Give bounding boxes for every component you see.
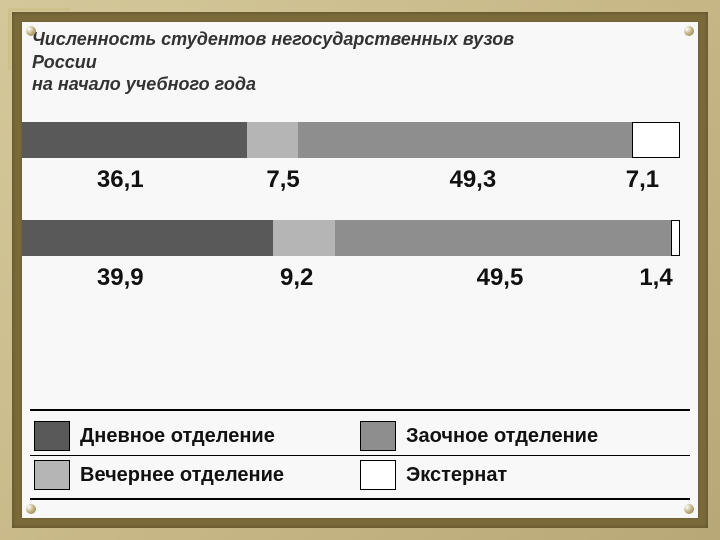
bar-segment-distance [298, 122, 632, 158]
bar-labels-row: 36,1 7,5 49,3 7,1 [22, 166, 680, 206]
legend-swatch [360, 460, 396, 490]
legend: Дневное отделение Заочное отделение Вечерн… [30, 409, 690, 500]
bar-value-label: 7,5 [266, 166, 299, 194]
bar-segment-evening [247, 122, 298, 158]
legend-item-day: Дневное отделение [34, 421, 360, 451]
legend-swatch [34, 460, 70, 490]
title-line-3: на начало учебного года [32, 74, 256, 94]
bar-value-label: 7,1 [626, 166, 659, 194]
corner-decoration [8, 8, 71, 71]
bar-segment-external [671, 220, 680, 256]
legend-item-external: Экстернат [360, 460, 686, 490]
pin-icon [684, 26, 694, 36]
legend-row: Вечернее отделение Экстернат [30, 455, 690, 494]
legend-label: Вечернее отделение [80, 464, 284, 487]
bar-labels-row: 39,9 9,2 49,5 1,4 [22, 264, 680, 304]
legend-label: Заочное отделение [406, 425, 598, 448]
bar-value-label: 36,1 [97, 166, 144, 194]
chart-area: 36,1 7,5 49,3 7,1 39,9 9,2 49,5 1,4 [22, 122, 680, 352]
legend-swatch [34, 421, 70, 451]
legend-swatch [360, 421, 396, 451]
legend-label: Дневное отделение [80, 425, 275, 448]
pin-icon [684, 504, 694, 514]
legend-item-evening: Вечернее отделение [34, 460, 360, 490]
bar-value-label: 9,2 [280, 264, 313, 292]
title-line-1: Численность студентов негосударственных … [32, 29, 514, 49]
bar-segment-day [22, 122, 247, 158]
bar-value-label: 1,4 [639, 264, 672, 292]
pin-icon [26, 26, 36, 36]
legend-item-distance: Заочное отделение [360, 421, 686, 451]
bar-value-label: 39,9 [97, 264, 144, 292]
pin-icon [26, 504, 36, 514]
bar-row [22, 220, 680, 256]
legend-label: Экстернат [406, 464, 507, 487]
content-panel: Численность студентов негосударственных … [22, 22, 698, 518]
bar-value-label: 49,3 [449, 166, 496, 194]
bar-segment-evening [273, 220, 335, 256]
legend-row: Дневное отделение Заочное отделение [30, 417, 690, 455]
bar-segment-day [22, 220, 273, 256]
bar-row [22, 122, 680, 158]
bar-segment-distance [335, 220, 671, 256]
bar-segment-external [632, 122, 680, 158]
bar-value-label: 49,5 [477, 264, 524, 292]
chart-title: Численность студентов негосударственных … [32, 28, 688, 96]
